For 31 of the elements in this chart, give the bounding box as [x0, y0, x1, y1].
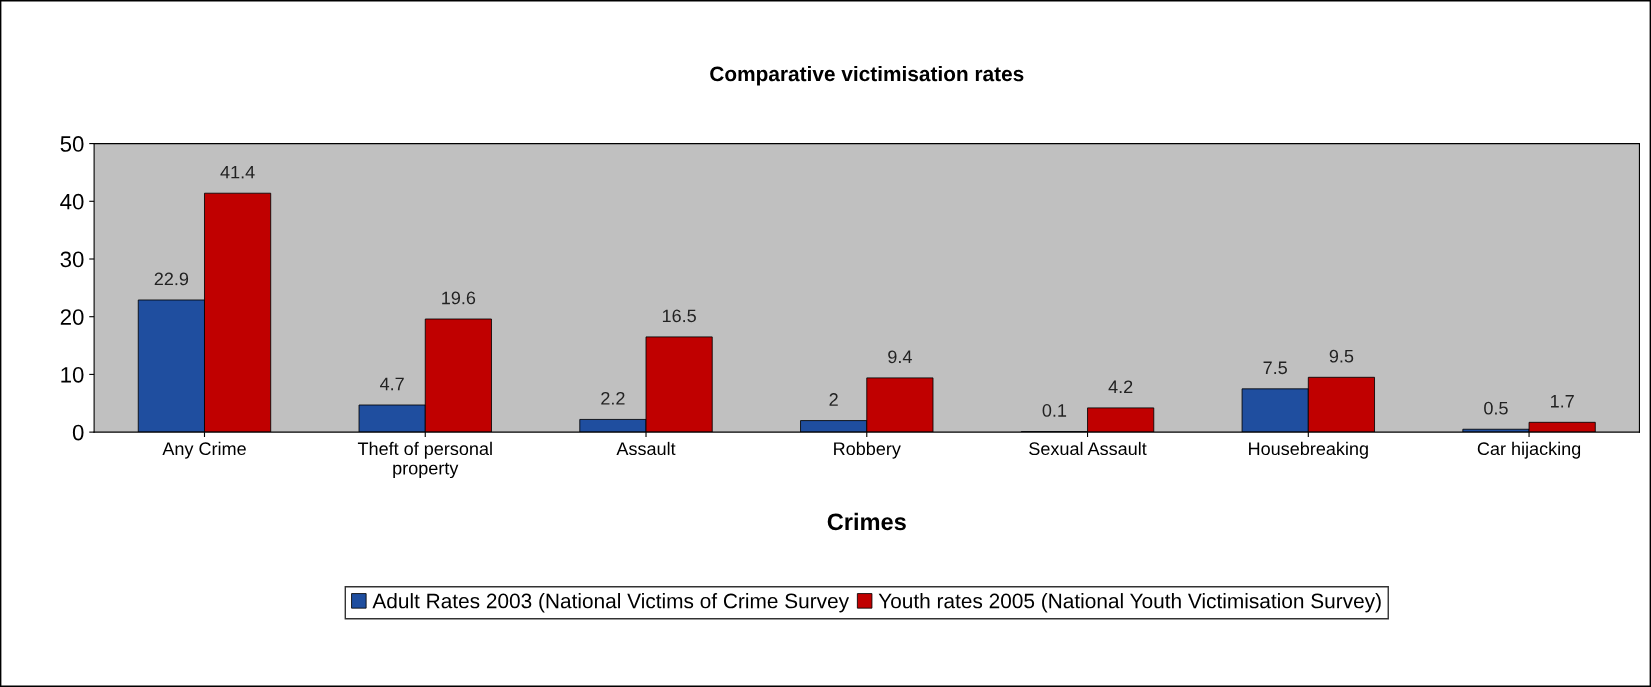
- data-label: 9.5: [1329, 349, 1354, 363]
- x-tick-label: Assault: [616, 441, 676, 456]
- y-tick-label: 30: [60, 251, 84, 268]
- y-tick-label: 50: [60, 136, 84, 152]
- y-tick-label: 20: [60, 309, 84, 325]
- data-label: 0.1: [1042, 404, 1067, 417]
- data-label: 16.5: [662, 309, 696, 323]
- data-label: 0.5: [1484, 401, 1508, 415]
- data-label: 1.7: [1551, 395, 1574, 408]
- legend-label: Adult Rates 2003 (National Victims of Crime Survey: [372, 593, 850, 613]
- data-label: 19.6: [442, 291, 476, 305]
- data-label: 2: [829, 393, 838, 406]
- data-label: 22.9: [154, 272, 189, 286]
- y-tick-label: 40: [60, 193, 84, 210]
- data-label: 4.2: [1108, 380, 1133, 394]
- y-tick-label: 0: [72, 424, 84, 441]
- x-tick-label: Housebreaking: [1249, 441, 1368, 459]
- data-label: 9.4: [888, 350, 912, 364]
- x-axis-title: Crimes: [827, 512, 906, 531]
- data-label: 7.5: [1263, 361, 1287, 375]
- data-label: 41.4: [220, 165, 255, 179]
- data-label: 4.7: [380, 377, 404, 391]
- legend-label: Youth rates 2005 (National Youth Victimisation Survey): [878, 593, 1381, 613]
- x-tick-label: Theft of personal property: [357, 441, 492, 479]
- x-tick-label: Sexual Assault: [1029, 441, 1147, 456]
- x-tick-label: Car hijacking: [1477, 441, 1581, 459]
- x-tick-label: Robbery: [834, 441, 901, 459]
- y-tick-label: 10: [61, 366, 84, 383]
- x-tick-label: Any Crime: [162, 441, 246, 459]
- data-label: 2.2: [601, 391, 625, 405]
- chart-title: Comparative victimisation rates: [710, 65, 1024, 86]
